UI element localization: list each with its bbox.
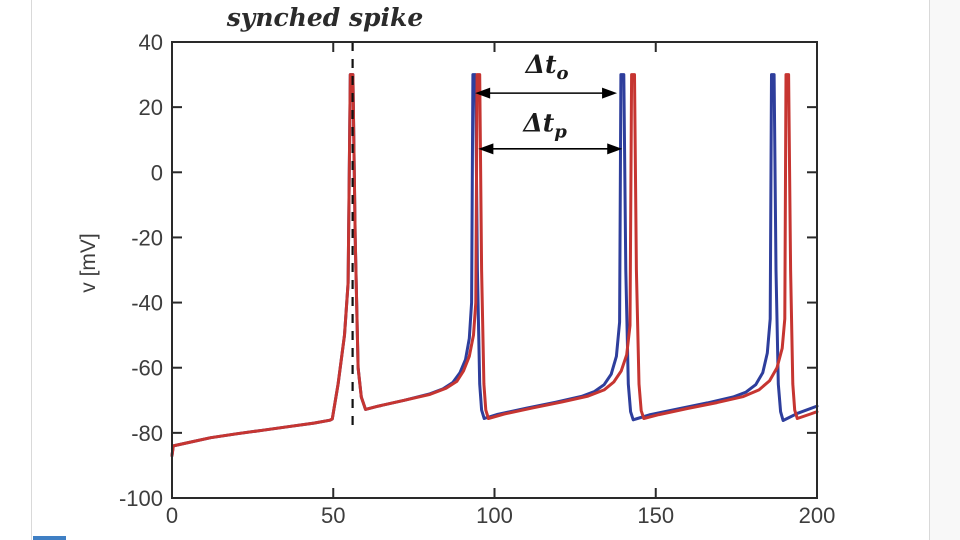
x-tick-label: 50: [321, 503, 345, 528]
x-tick-label: 100: [476, 503, 513, 528]
x-tick-label: 150: [637, 503, 674, 528]
delta-arrow-head-right: [602, 87, 618, 99]
y-tick-label: -80: [131, 421, 163, 446]
y-tick-label: -100: [119, 486, 163, 511]
y-tick-label: 40: [139, 30, 163, 55]
delta-arrow-label: Δto: [524, 50, 569, 84]
delta-arrow-head-left: [478, 143, 494, 155]
y-axis-label: v [mV]: [77, 233, 100, 293]
y-tick-label: 0: [151, 160, 163, 185]
page-right-margin: [930, 0, 960, 540]
y-tick-label: -60: [131, 356, 163, 381]
trace-neuron-v-blue: [170, 73, 819, 458]
cropped-blue-element: [33, 536, 66, 540]
delta-arrow-head-left: [475, 87, 491, 99]
page-left-border: [31, 0, 32, 540]
y-tick-label: -40: [131, 291, 163, 316]
y-tick-label: 20: [139, 95, 163, 120]
delta-arrow-head-right: [607, 143, 623, 155]
x-tick-label: 200: [799, 503, 836, 528]
x-tick-label: 0: [166, 503, 178, 528]
y-tick-label: -20: [131, 225, 163, 250]
page-right-border: [929, 0, 930, 540]
delta-arrow-label: Δtp: [521, 109, 567, 143]
axis-box: [171, 41, 818, 499]
trace-neuron-v-red: [170, 73, 819, 458]
figure-title: synched spike: [226, 3, 424, 32]
